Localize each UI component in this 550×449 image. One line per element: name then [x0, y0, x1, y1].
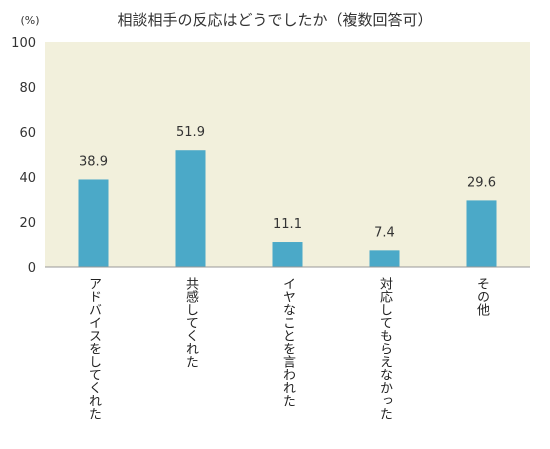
y-tick-label: 0 [28, 261, 36, 276]
bar [466, 200, 497, 267]
y-tick-label: 100 [11, 36, 36, 51]
plot-area [45, 42, 530, 267]
y-tick-label: 60 [19, 126, 36, 141]
category-label: 対応してもらえなかった [377, 277, 393, 420]
data-label: 51.9 [176, 125, 205, 140]
y-tick-label: 40 [19, 171, 36, 186]
y-tick-label: 80 [19, 81, 36, 96]
bar [272, 242, 303, 267]
chart-title: 相談相手の反応はどうでしたか（複数回答可） [117, 11, 432, 29]
data-labels: 38.9 51.9 11.1 7.4 29.6 [79, 125, 496, 240]
data-label: 11.1 [273, 217, 302, 232]
y-axis-ticks: 0 20 40 60 80 100 [11, 36, 36, 276]
category-label: イヤなことを言われた [280, 277, 296, 407]
bars [78, 150, 497, 267]
category-label: アドバイスをしてくれた [86, 277, 102, 420]
y-axis-unit-label: (%) [20, 14, 39, 27]
y-tick-label: 20 [19, 216, 36, 231]
category-label: その他 [474, 277, 490, 317]
bar [369, 250, 400, 267]
data-label: 29.6 [467, 175, 496, 190]
data-label: 38.9 [79, 154, 108, 169]
data-label: 7.4 [374, 225, 395, 240]
category-label: 共感してくれた [183, 277, 199, 368]
bar [175, 150, 206, 267]
category-labels: アドバイスをしてくれた 共感してくれた イヤなことを言われた 対応してもらえなかった そ… [86, 277, 490, 420]
bar [78, 179, 109, 267]
